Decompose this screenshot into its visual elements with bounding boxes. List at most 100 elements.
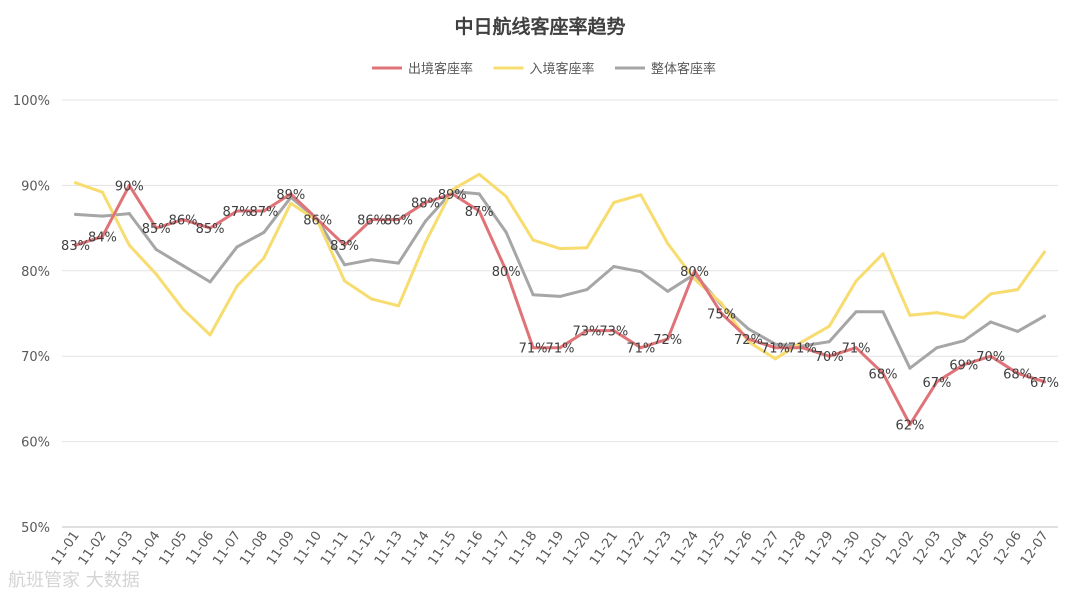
- x-tick-label: 11-10: [291, 529, 325, 569]
- data-label: 80%: [492, 265, 521, 280]
- data-label: 71%: [519, 342, 548, 357]
- data-point: [612, 265, 616, 268]
- data-point: [881, 371, 885, 375]
- data-point: [746, 327, 750, 331]
- data-point: [585, 246, 589, 250]
- data-point: [477, 172, 481, 176]
- data-label: 70%: [976, 350, 1005, 365]
- x-tick-label: 11-05: [156, 529, 190, 569]
- data-point: [558, 346, 562, 350]
- data-point: [881, 252, 885, 256]
- series-lines: [74, 172, 1046, 426]
- data-point: [316, 218, 320, 222]
- data-point: [908, 313, 912, 317]
- data-point: [370, 258, 374, 262]
- data-point: [450, 192, 454, 196]
- x-tick-label: 12-02: [883, 529, 917, 569]
- x-tick-label: 11-12: [345, 529, 379, 569]
- data-point: [74, 243, 77, 247]
- data-label: 80%: [680, 265, 709, 280]
- y-tick-label: 90%: [21, 179, 50, 194]
- data-point: [1043, 314, 1046, 318]
- data-point: [639, 270, 643, 274]
- data-point: [208, 280, 212, 284]
- watermark: 航班管家 大数据: [8, 570, 140, 591]
- data-point: [962, 339, 966, 343]
- data-point: [800, 346, 804, 350]
- data-point: [423, 241, 427, 245]
- data-label: 68%: [1003, 367, 1032, 382]
- x-tick-label: 11-09: [264, 529, 298, 569]
- data-point: [585, 329, 589, 333]
- data-point: [531, 293, 535, 297]
- data-point: [854, 279, 858, 283]
- y-tick-label: 60%: [21, 436, 50, 451]
- data-label: 67%: [1030, 376, 1059, 391]
- data-point: [397, 304, 400, 308]
- x-tick-label: 12-01: [856, 529, 890, 569]
- x-axis: 11-0111-0211-0311-0411-0511-0611-0711-08…: [49, 529, 1052, 569]
- data-label: 86%: [357, 214, 386, 229]
- data-point: [612, 201, 616, 204]
- data-point: [208, 226, 212, 230]
- x-tick-label: 11-25: [695, 529, 729, 569]
- x-tick-label: 11-16: [453, 529, 487, 569]
- x-tick-label: 11-27: [749, 529, 783, 569]
- data-label: 71%: [788, 342, 817, 357]
- data-point: [666, 242, 670, 245]
- data-point: [504, 195, 508, 198]
- data-point: [127, 183, 131, 187]
- x-tick-label: 12-07: [1018, 529, 1052, 569]
- data-label: 70%: [815, 350, 844, 365]
- data-label: 90%: [115, 179, 144, 194]
- data-point: [127, 212, 131, 216]
- x-tick-label: 11-14: [399, 529, 433, 569]
- data-point: [693, 277, 697, 281]
- data-point: [154, 226, 158, 230]
- data-point: [989, 320, 993, 324]
- data-point: [262, 209, 266, 213]
- data-point: [693, 269, 697, 273]
- data-point: [612, 329, 616, 333]
- data-point: [935, 346, 939, 350]
- data-point: [343, 279, 347, 283]
- data-point: [666, 337, 670, 341]
- data-label: 75%: [707, 308, 736, 323]
- legend-label: 整体客座率: [651, 61, 716, 77]
- y-tick-label: 50%: [21, 521, 50, 536]
- data-point: [746, 340, 750, 344]
- data-point: [423, 219, 427, 223]
- data-point: [773, 357, 777, 361]
- x-tick-label: 11-04: [130, 529, 164, 569]
- data-label: 71%: [546, 342, 575, 357]
- x-tick-label: 11-02: [76, 529, 110, 569]
- y-axis: 50% 60% 70% 80% 90% 100%: [13, 94, 50, 536]
- data-label: 83%: [330, 239, 359, 254]
- x-tick-label: 11-11: [318, 529, 352, 569]
- data-point: [235, 209, 239, 213]
- data-point: [1016, 329, 1020, 333]
- x-tick-label: 11-20: [560, 529, 594, 569]
- data-point: [531, 238, 535, 242]
- data-point: [908, 423, 912, 426]
- x-tick-label: 11-22: [614, 529, 648, 569]
- x-tick-label: 11-28: [776, 529, 810, 569]
- data-point: [477, 209, 481, 213]
- data-point: [720, 312, 723, 315]
- data-point: [343, 243, 347, 247]
- x-tick-label: 12-03: [910, 529, 944, 569]
- data-label: 71%: [626, 342, 655, 357]
- data-point: [962, 316, 966, 320]
- data-point: [100, 235, 104, 239]
- data-point: [504, 269, 508, 273]
- x-tick-label: 11-07: [210, 529, 244, 569]
- x-tick-label: 11-01: [49, 529, 83, 569]
- data-point: [235, 245, 239, 249]
- data-point: [558, 247, 562, 251]
- data-point: [74, 181, 77, 185]
- data-point: [289, 201, 293, 205]
- x-tick-label: 11-30: [829, 529, 863, 569]
- chart-title: 中日航线客座率趋势: [454, 15, 625, 38]
- data-label: 89%: [276, 188, 305, 203]
- data-label: 87%: [223, 205, 252, 220]
